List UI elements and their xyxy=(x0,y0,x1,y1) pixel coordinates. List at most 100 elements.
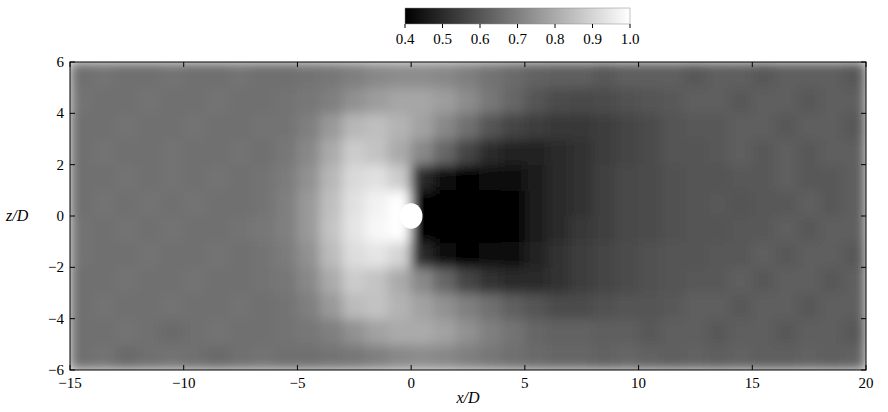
cell xyxy=(547,190,571,217)
cell xyxy=(251,62,275,88)
cell xyxy=(706,318,730,345)
cell xyxy=(524,344,548,370)
cell xyxy=(183,62,207,88)
cell xyxy=(365,267,389,294)
y-tick xyxy=(70,113,75,114)
cell xyxy=(342,293,366,320)
cell xyxy=(706,344,730,370)
plot-frame xyxy=(70,62,866,370)
cell xyxy=(638,267,662,294)
cells xyxy=(70,62,866,370)
cell xyxy=(433,318,457,345)
cell xyxy=(229,164,253,191)
cell xyxy=(638,293,662,320)
x-tick-top xyxy=(866,62,867,67)
cell xyxy=(138,216,162,243)
y-tick-label: 0 xyxy=(57,208,65,224)
cell xyxy=(524,216,548,243)
x-tick xyxy=(297,365,298,370)
cell xyxy=(138,87,162,114)
cell xyxy=(502,267,526,294)
colorbar-tick xyxy=(592,24,593,28)
cell xyxy=(274,164,298,191)
cell xyxy=(115,293,139,320)
cell xyxy=(615,267,639,294)
cell xyxy=(92,344,116,370)
cell xyxy=(661,164,685,191)
cell xyxy=(320,87,344,114)
cell xyxy=(706,190,730,217)
colorbar xyxy=(405,8,630,24)
cell xyxy=(274,190,298,217)
cell xyxy=(342,241,366,268)
cell xyxy=(570,267,594,294)
cell xyxy=(752,87,776,114)
cell xyxy=(160,344,184,370)
cell xyxy=(524,139,548,166)
cell xyxy=(820,190,844,217)
cell xyxy=(570,164,594,191)
cell xyxy=(570,216,594,243)
cell xyxy=(593,87,617,114)
cell xyxy=(706,293,730,320)
x-tick xyxy=(411,365,412,370)
cell xyxy=(593,293,617,320)
cell xyxy=(775,344,799,370)
cell xyxy=(70,113,93,140)
cell xyxy=(797,344,821,370)
y-tick-label: 6 xyxy=(57,54,65,70)
cell xyxy=(229,267,253,294)
cell xyxy=(661,344,685,370)
cell xyxy=(115,267,139,294)
cell xyxy=(729,87,753,114)
cell xyxy=(320,190,344,217)
colorbar-tick-label: 0.7 xyxy=(508,31,527,47)
cell xyxy=(274,87,298,114)
cell xyxy=(843,216,866,243)
colorbar-tick xyxy=(405,24,406,28)
cell xyxy=(297,318,321,345)
cell xyxy=(365,87,389,114)
cell xyxy=(456,139,480,166)
cell xyxy=(411,87,435,114)
cell xyxy=(456,318,480,345)
cell xyxy=(502,87,526,114)
cell xyxy=(843,164,866,191)
cell xyxy=(365,113,389,140)
cell xyxy=(729,164,753,191)
cell xyxy=(138,190,162,217)
cell xyxy=(638,216,662,243)
cell xyxy=(684,87,708,114)
cell xyxy=(797,267,821,294)
cell xyxy=(274,216,298,243)
cell xyxy=(297,267,321,294)
cell xyxy=(638,318,662,345)
cell xyxy=(388,139,412,166)
plot-area xyxy=(70,62,866,370)
cell xyxy=(433,87,457,114)
cell xyxy=(138,267,162,294)
cell xyxy=(684,318,708,345)
cell xyxy=(115,87,139,114)
cell xyxy=(365,164,389,191)
x-tick-label: 0 xyxy=(407,375,415,391)
cell xyxy=(183,241,207,268)
cell xyxy=(411,139,435,166)
cell xyxy=(411,241,435,268)
cell xyxy=(729,216,753,243)
cell xyxy=(70,267,93,294)
y-tick-right xyxy=(861,113,866,114)
cell xyxy=(479,216,503,243)
cell xyxy=(342,318,366,345)
colorbar-tick xyxy=(630,24,631,28)
cell xyxy=(70,190,93,217)
cell xyxy=(320,293,344,320)
cell xyxy=(524,241,548,268)
cell xyxy=(820,216,844,243)
cell xyxy=(479,241,503,268)
cell xyxy=(115,164,139,191)
cell xyxy=(206,87,230,114)
cell xyxy=(365,190,389,217)
cell xyxy=(388,344,412,370)
cell xyxy=(183,113,207,140)
